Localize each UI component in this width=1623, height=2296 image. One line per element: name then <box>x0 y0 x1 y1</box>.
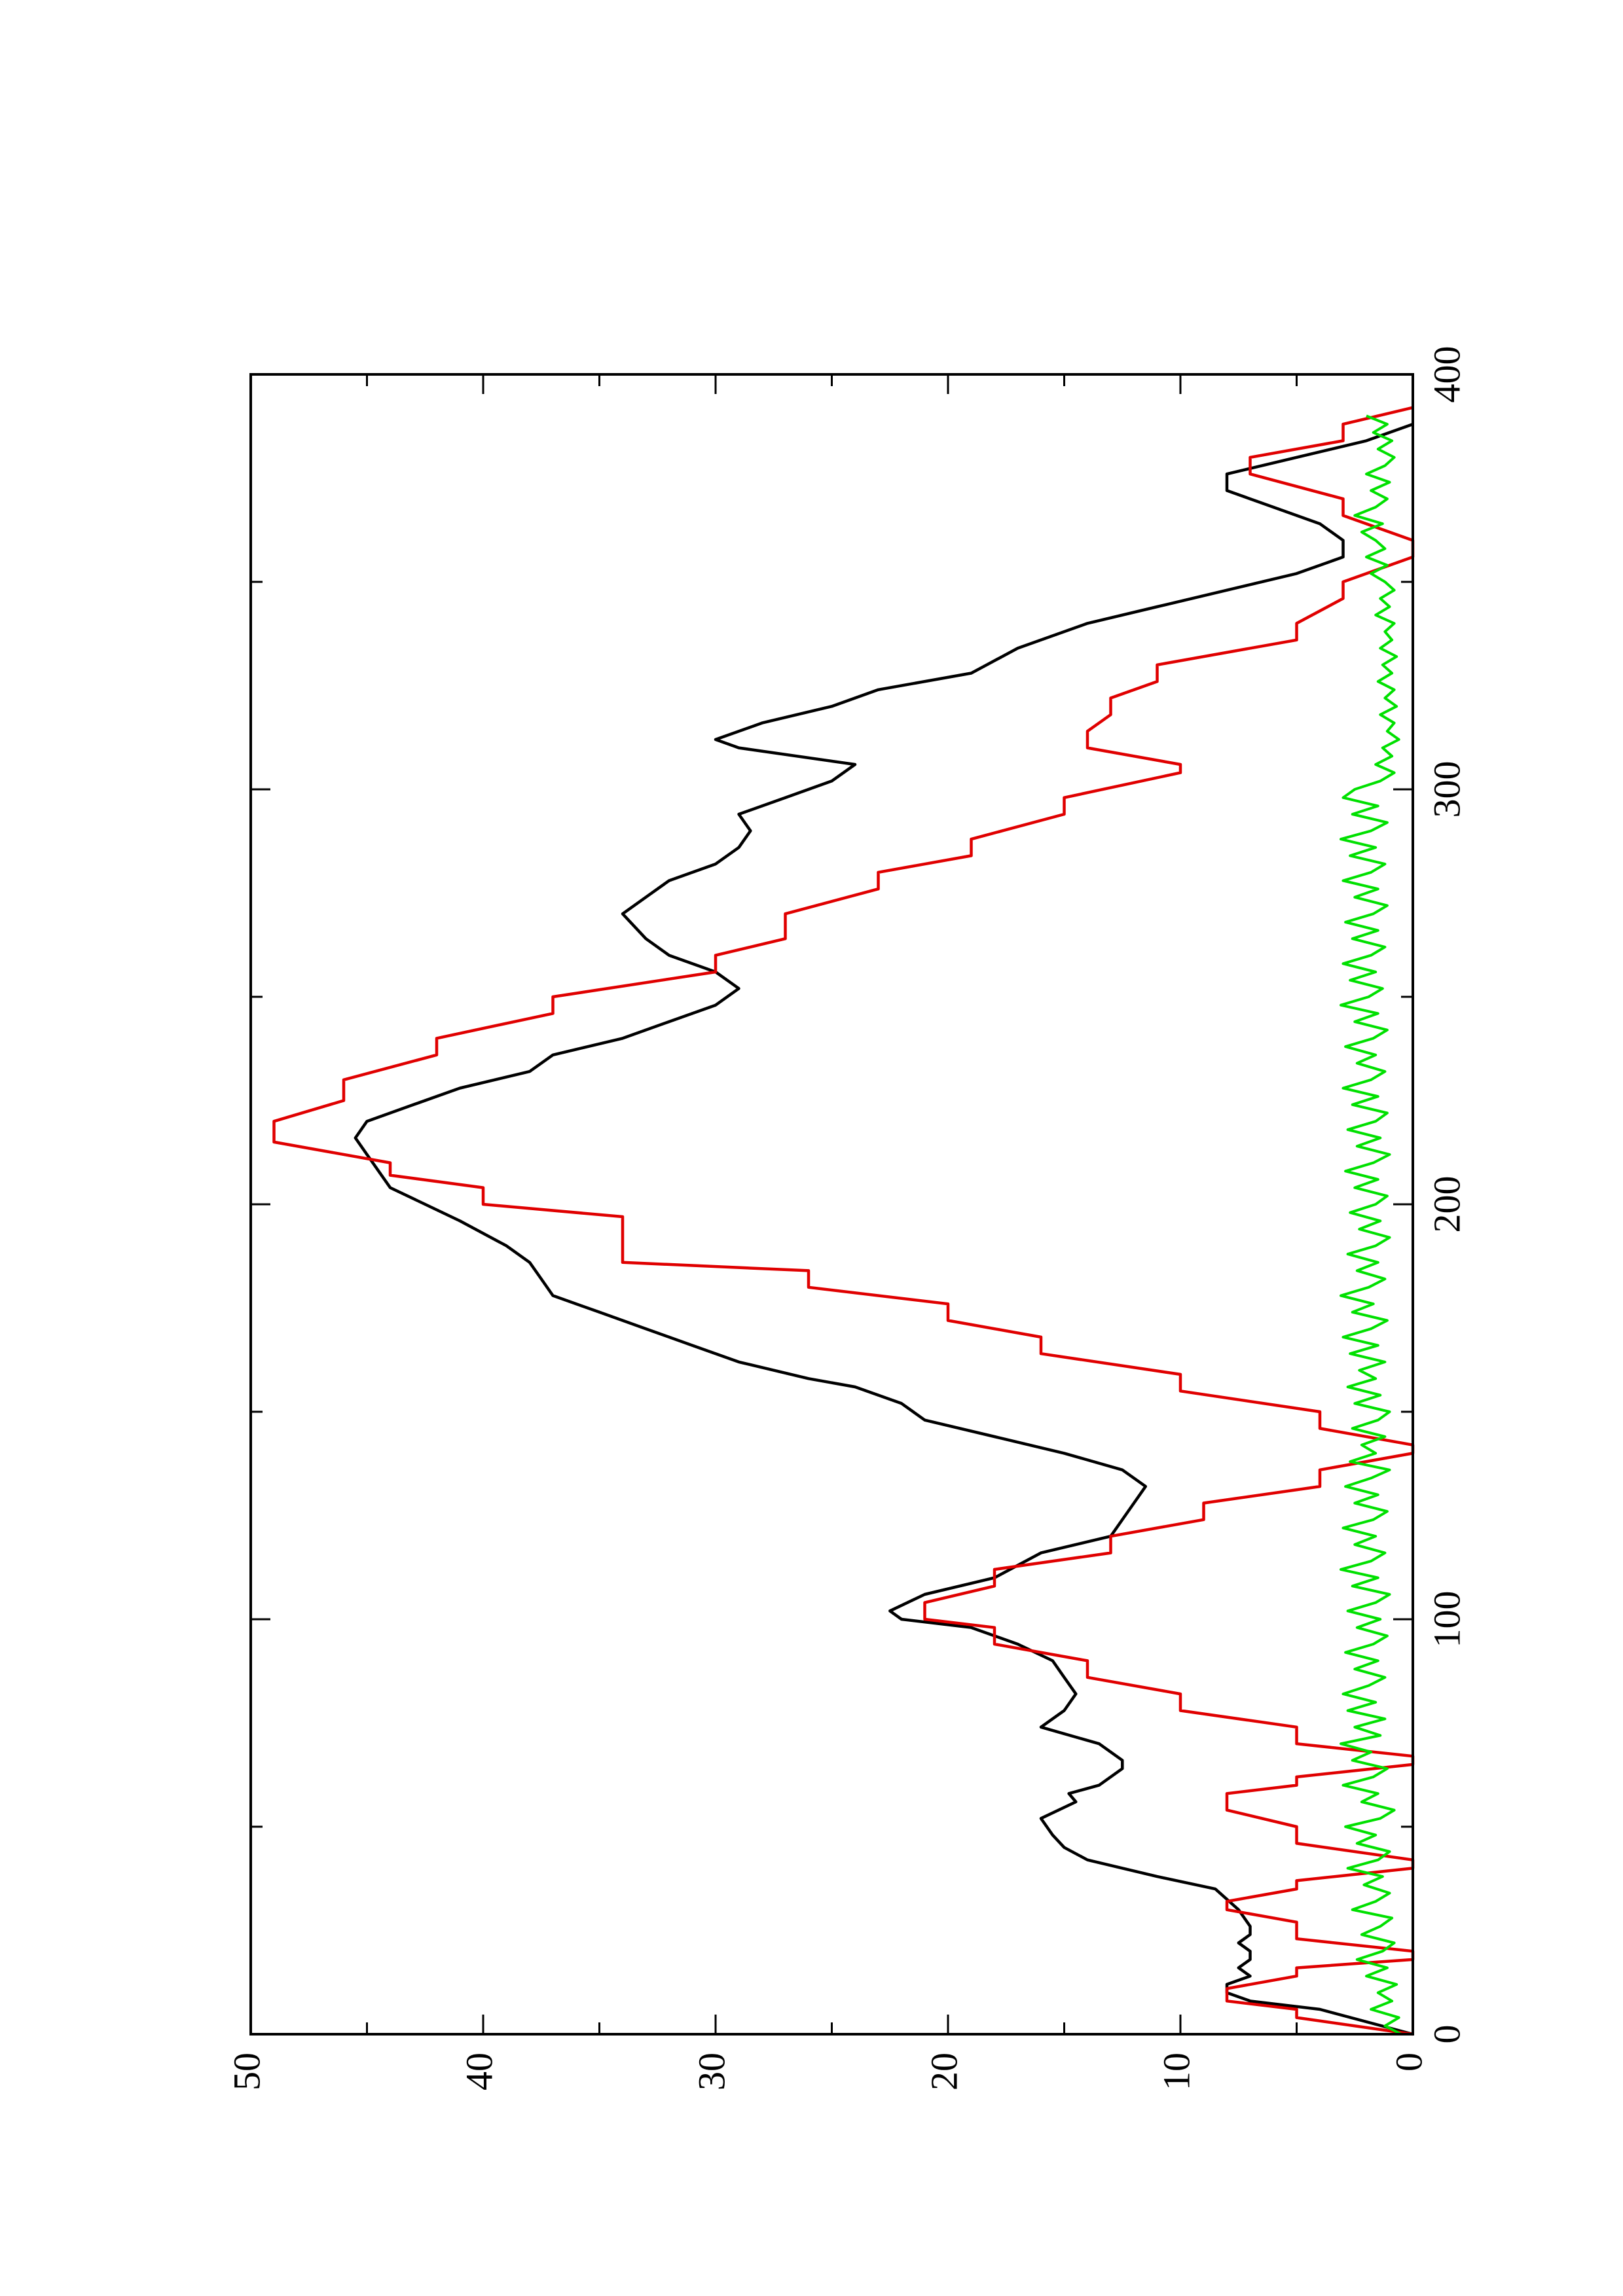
series-line-2 <box>1340 414 1402 2036</box>
y-tick-label: 10 <box>1155 2053 1197 2090</box>
y-tick-label: 50 <box>225 2053 268 2090</box>
axis-ticks <box>249 373 1414 2036</box>
plot-area <box>272 406 1415 2036</box>
x-tick-label: 300 <box>1425 761 1468 818</box>
x-tick-label: 400 <box>1425 346 1468 403</box>
y-tick-label: 30 <box>690 2053 733 2090</box>
series-line-0 <box>354 422 1413 2036</box>
y-tick-label: 20 <box>922 2053 965 2090</box>
x-tick-label: 0 <box>1425 2025 1468 2044</box>
x-tick-label: 200 <box>1425 1176 1468 1233</box>
tick-labels: 0 100 200 300 400 0 10 20 30 40 50 <box>225 346 1468 2091</box>
series-line-1 <box>272 406 1415 2036</box>
y-tick-label: 0 <box>1387 2053 1430 2072</box>
x-tick-label: 100 <box>1425 1591 1468 1648</box>
y-tick-label: 40 <box>458 2053 500 2090</box>
